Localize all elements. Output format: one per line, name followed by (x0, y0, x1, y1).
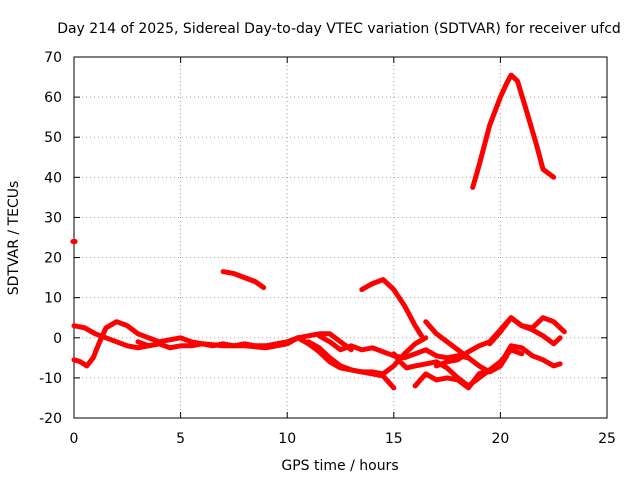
y-tick-label: 50 (44, 130, 62, 146)
series-arc-d (220, 269, 267, 291)
series-arc-f (306, 335, 429, 377)
y-tick-label: 30 (44, 210, 62, 226)
y-tick-label: 0 (53, 331, 62, 347)
series-arc-k (423, 319, 510, 375)
series-arc-n (470, 72, 557, 190)
grid-lines (74, 57, 607, 418)
chart-title: Day 214 of 2025, Sidereal Day-to-day VTE… (57, 21, 621, 37)
y-tick-label: -20 (39, 411, 62, 427)
y-tick-label: 60 (44, 90, 62, 106)
x-axis-label: GPS time / hours (281, 458, 398, 474)
x-tick-label: 25 (598, 431, 616, 447)
y-tick-label: 10 (44, 291, 62, 307)
series-arc-c (135, 331, 354, 353)
series-arc-h (359, 277, 424, 339)
y-tick-label: -10 (39, 371, 62, 387)
data-series-group (70, 72, 567, 391)
y-tick-label: 40 (44, 170, 62, 186)
y-tick-label: 20 (44, 251, 62, 267)
axis-ticks: 0 5 10 15 20 25 -20 -10 0 10 20 30 40 50 60 70 (39, 50, 616, 447)
y-axis-label: SDTVAR / TECUs (6, 181, 22, 296)
x-tick-label: 15 (385, 431, 403, 447)
x-tick-label: 10 (278, 431, 296, 447)
x-tick-label: 0 (70, 431, 79, 447)
plot-frame (73, 56, 608, 419)
y-tick-label: 70 (44, 50, 62, 66)
x-tick-label: 20 (491, 431, 509, 447)
series-arc-m (487, 315, 567, 347)
x-tick-label: 5 (176, 431, 185, 447)
